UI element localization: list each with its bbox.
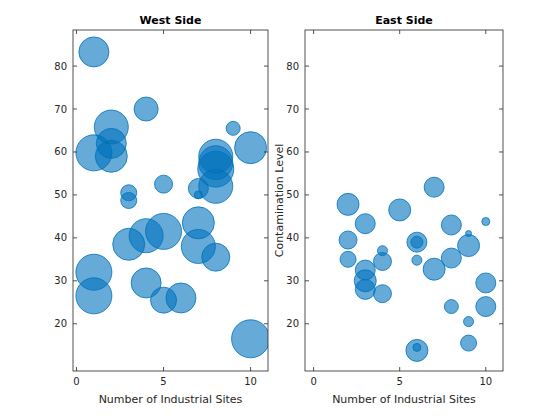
bubble [113, 228, 145, 260]
bubbles [76, 37, 268, 358]
x-tick [76, 30, 77, 371]
bubble [441, 248, 461, 268]
bubble [155, 175, 173, 193]
title: West Side [140, 14, 202, 27]
y-tick [305, 151, 503, 152]
bubble [412, 255, 422, 265]
y-tick-label: 80 [286, 61, 299, 72]
y-tick-label: 20 [54, 318, 67, 329]
x-tick-label: 10 [479, 376, 492, 387]
y-tick-label: 50 [286, 189, 299, 200]
x-tick [250, 30, 251, 371]
y-tick [305, 66, 503, 67]
y-tick-label: 40 [54, 232, 67, 243]
y-tick [73, 237, 268, 238]
axes-frame [73, 30, 268, 371]
bubble [424, 177, 444, 197]
bubble [406, 339, 428, 361]
bubble [389, 199, 411, 221]
y-tick [73, 151, 268, 152]
plot-area [73, 30, 268, 371]
y-tick-label: 30 [286, 275, 299, 286]
x-axis-label: Number of Industrial Sites [332, 393, 476, 406]
y-tick [73, 194, 268, 195]
bubble [76, 278, 112, 314]
y-tick [305, 109, 503, 110]
bubble [373, 252, 391, 270]
x-tick-label: 5 [160, 376, 166, 387]
figure: 051020304050607080West SideNumber of Ind… [0, 0, 560, 420]
bubble [226, 121, 240, 135]
bubble [411, 236, 423, 248]
x-tick-label: 0 [73, 376, 79, 387]
x-tick [163, 30, 164, 371]
y-tick [73, 109, 268, 110]
y-axis-label: Contamination Level [273, 144, 286, 258]
bubble [202, 243, 230, 271]
y-tick [305, 280, 503, 281]
x-tick-label: 10 [244, 376, 257, 387]
bubble [373, 285, 391, 303]
bubble [461, 335, 477, 351]
bubble [188, 178, 208, 198]
bubble [339, 231, 357, 249]
bubble [444, 300, 458, 314]
y-tick [73, 66, 268, 67]
y-tick-label: 30 [54, 275, 67, 286]
y-tick [305, 323, 503, 324]
x-tick-label: 5 [397, 376, 403, 387]
bubble [458, 235, 480, 257]
x-tick-label: 0 [310, 376, 316, 387]
bubble [235, 132, 267, 164]
plot-area [305, 30, 503, 371]
x-tick [485, 30, 486, 371]
bubble [232, 320, 268, 358]
x-tick [399, 30, 400, 371]
y-tick-label: 50 [54, 189, 67, 200]
bubble [464, 317, 474, 327]
y-tick-label: 40 [286, 232, 299, 243]
y-tick-label: 70 [286, 104, 299, 115]
y-tick [73, 323, 268, 324]
bubble [79, 37, 109, 67]
y-tick-label: 70 [54, 104, 67, 115]
bubble [337, 193, 359, 215]
y-tick [73, 280, 268, 281]
title: East Side [375, 14, 433, 27]
bubbles [337, 177, 496, 361]
y-tick-label: 20 [286, 318, 299, 329]
axes-frame [305, 30, 503, 371]
axes: 0 5 10 20 30 40 50 60 70 80 West Side Number of Ind… [54, 14, 269, 406]
bubble [476, 297, 496, 317]
bubble [166, 283, 196, 313]
x-tick [313, 30, 314, 371]
axes: 0 5 10 20 30 40 50 60 70 80 East Side Number of Ind… [273, 14, 503, 406]
bubble [482, 218, 490, 226]
y-tick [305, 194, 503, 195]
background [0, 0, 560, 420]
bubble [134, 97, 158, 121]
bubble [441, 215, 461, 235]
bubble [355, 214, 375, 234]
bubble [194, 191, 202, 199]
bubble [476, 273, 496, 293]
bubble [355, 279, 375, 299]
x-axis-label: Number of Industrial Sites [99, 393, 243, 406]
bubble [407, 232, 427, 252]
y-tick-label: 60 [286, 146, 299, 157]
bubble [340, 251, 356, 267]
y-tick-label: 60 [54, 146, 67, 157]
bubble [121, 193, 137, 209]
y-tick [305, 237, 503, 238]
bubble [95, 140, 127, 172]
bubble [466, 231, 472, 237]
y-tick-label: 80 [54, 61, 67, 72]
